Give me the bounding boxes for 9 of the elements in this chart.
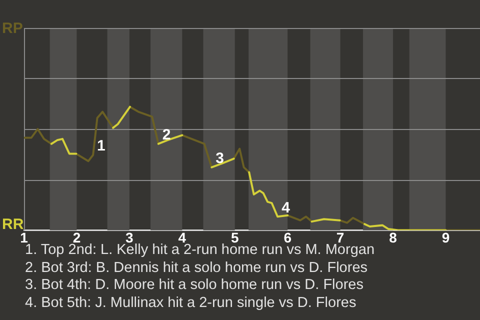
- text: 4. Bot 5th: J. Mullinax hit a 2-run single vs D. Flores: [25, 294, 358, 312]
- text: 3. Bot 4th: D. Moore hit a solo home run vs D. Flores: [25, 277, 364, 294]
- text: 2. Bot 3rd: B. Dennis hit a solo home run vs D. Flores: [25, 260, 369, 277]
- x-tick-label: 8: [389, 229, 398, 246]
- annotation: 2: [162, 126, 171, 144]
- x-tick-label: 9: [442, 229, 450, 246]
- annotation: 3: [216, 150, 224, 167]
- annotation: 4: [282, 199, 291, 216]
- annotation: 1: [97, 138, 106, 155]
